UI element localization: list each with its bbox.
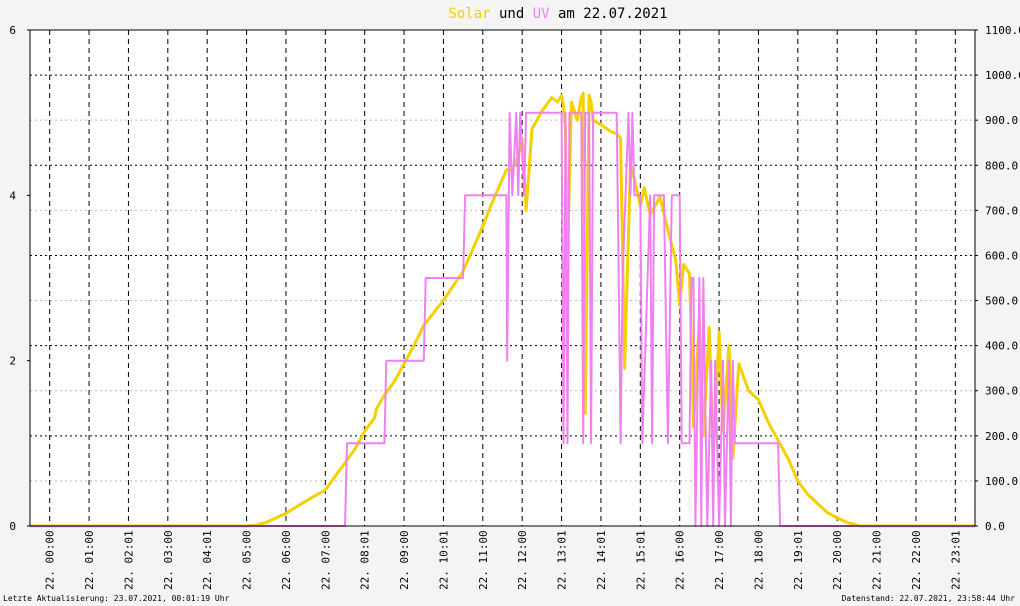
- y-left-tick-label: 2: [9, 355, 16, 368]
- x-tick-label: 22. 22:00: [910, 530, 923, 590]
- x-tick-label: 22. 20:00: [831, 530, 844, 590]
- series-uv-line: [30, 111, 975, 527]
- y-right-tick-label: 900.0: [985, 114, 1018, 127]
- y-left-tick-label: 6: [9, 24, 16, 37]
- title-date: am 22.07.2021: [550, 6, 668, 22]
- x-tick-label: 22. 18:00: [752, 530, 765, 590]
- y-left-tick-label: 0: [9, 520, 16, 533]
- series-solar-line: [30, 91, 975, 528]
- y-right-tick-label: 0.0: [985, 520, 1005, 533]
- x-tick-label: 22. 02:01: [122, 530, 135, 590]
- y-left-tick-label: 4: [9, 189, 16, 202]
- x-tick-label: 22. 16:00: [674, 530, 687, 590]
- x-tick-label: 22. 04:01: [201, 530, 214, 590]
- x-tick-label: 22. 08:01: [359, 530, 372, 590]
- x-tick-label: 22. 03:00: [162, 530, 175, 590]
- title-uv: UV: [533, 6, 550, 22]
- x-tick-label: 22. 14:01: [595, 530, 608, 590]
- x-tick-label: 22. 05:00: [241, 530, 254, 590]
- x-tick-label: 22. 12:00: [516, 530, 529, 590]
- x-tick-label: 22. 21:00: [871, 530, 884, 590]
- x-tick-label: 22. 07:00: [319, 530, 332, 590]
- x-tick-label: 22. 13:01: [556, 530, 569, 590]
- x-tick-label: 22. 19:01: [792, 530, 805, 590]
- y-right-tick-label: 600.0: [985, 249, 1018, 262]
- footer-right: Datenstand: 22.07.2021, 23:58:44 Uhr: [842, 594, 1016, 603]
- x-tick-label: 22. 00:00: [44, 530, 57, 590]
- y-right-tick-label: 200.0: [985, 430, 1018, 443]
- x-tick-label: 22. 10:01: [437, 530, 450, 590]
- plot-frame: [29, 29, 976, 527]
- x-tick-label: 22. 17:00: [713, 530, 726, 590]
- y-right-tick-label: 400.0: [985, 340, 1018, 353]
- plot-area: [30, 30, 975, 526]
- y-right-tick-label: 300.0: [985, 385, 1018, 398]
- y-right-tick-label: 1000.0: [985, 69, 1020, 82]
- chart-title: Solar und UV am 22.07.2021: [448, 6, 667, 22]
- title-und: und: [491, 6, 533, 22]
- x-tick-label: 22. 01:00: [83, 530, 96, 590]
- y-right-tick-label: 1100.0: [985, 24, 1020, 37]
- x-tick-label: 22. 06:00: [280, 530, 293, 590]
- footer-left: Letzte Aktualisierung: 23.07.2021, 00:01…: [3, 594, 230, 603]
- axis-layer: 0 2 4 6 0.0 100.0 200.0 300.0 400.0 500.0 600.0 700…: [9, 24, 1020, 590]
- x-tick-label: 22. 09:00: [398, 530, 411, 590]
- x-tick-label: 22. 11:00: [477, 530, 490, 590]
- title-solar: Solar: [448, 6, 490, 22]
- x-tick-label: 22. 23:01: [949, 530, 962, 590]
- y-right-tick-label: 800.0: [985, 159, 1018, 172]
- y-right-tick-label: 500.0: [985, 295, 1018, 308]
- x-tick-label: 22. 15:01: [634, 530, 647, 590]
- series-layer: [30, 91, 975, 528]
- y-right-tick-label: 700.0: [985, 204, 1018, 217]
- y-right-tick-label: 100.0: [985, 475, 1018, 488]
